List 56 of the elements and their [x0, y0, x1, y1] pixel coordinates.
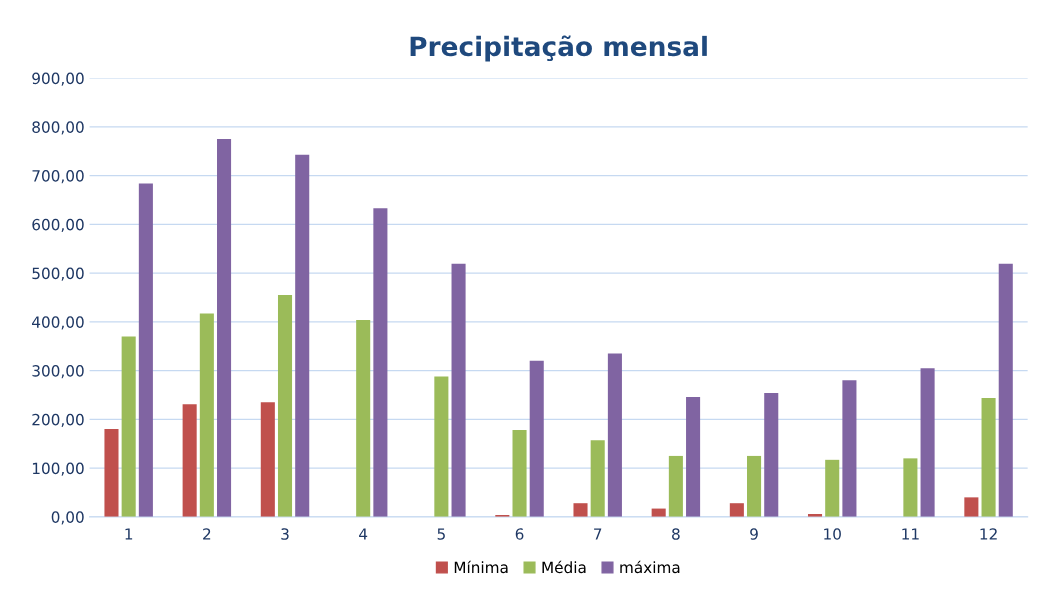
x-tick-label: 7 [594, 528, 602, 540]
x-tick-label: 12 [980, 528, 997, 540]
bar [920, 368, 935, 517]
bar [260, 402, 275, 517]
bar [825, 459, 840, 517]
bar [998, 263, 1013, 517]
chart-title: Precipitação mensal [410, 35, 707, 62]
bar [512, 430, 527, 517]
bar [686, 396, 701, 517]
y-tick-label: 200,00 [32, 413, 84, 427]
y-tick-label: 500,00 [32, 267, 84, 281]
x-tick-label: 3 [281, 528, 289, 540]
bar [295, 154, 310, 517]
bar [573, 503, 588, 517]
bar [277, 295, 293, 517]
x-tick-label: 6 [515, 528, 524, 540]
bar [434, 376, 449, 517]
bar [668, 455, 683, 517]
y-tick-label: 600,00 [32, 218, 84, 232]
x-tick-label: 5 [437, 528, 445, 540]
y-tick-label: 800,00 [32, 121, 84, 135]
legend-label: Mínima [454, 560, 508, 574]
x-tick-label: 10 [824, 528, 841, 540]
bar [217, 139, 232, 517]
bar [373, 208, 388, 517]
bar [451, 263, 466, 517]
bar [747, 455, 762, 517]
x-tick-label: 4 [359, 528, 368, 540]
y-tick-label: 400,00 [32, 316, 84, 330]
bar [964, 497, 979, 517]
bar [764, 393, 779, 517]
bar [981, 397, 996, 517]
x-tick-label: 11 [902, 528, 919, 540]
x-tick-label: 9 [750, 528, 758, 540]
x-tick-label: 2 [203, 528, 211, 540]
bar [903, 458, 918, 517]
bar [729, 503, 744, 517]
bar [182, 404, 197, 517]
bar [104, 429, 119, 517]
bar [356, 319, 371, 517]
bar [199, 313, 214, 517]
bar [138, 183, 153, 517]
bar [842, 380, 857, 517]
bar [607, 353, 622, 517]
legend-label: máxima [620, 560, 680, 574]
y-tick-label: 700,00 [32, 170, 84, 184]
bar [529, 360, 544, 517]
x-tick-label: 8 [672, 528, 680, 540]
bar [121, 336, 136, 517]
y-tick-label: 300,00 [32, 365, 84, 379]
legend-label: Média [542, 560, 586, 574]
x-tick-label: 1 [125, 528, 133, 540]
y-tick-label: 900,00 [32, 72, 84, 86]
y-tick-label: 0,00 [51, 511, 84, 525]
bar [590, 440, 605, 517]
y-tick-label: 100,00 [32, 462, 84, 476]
